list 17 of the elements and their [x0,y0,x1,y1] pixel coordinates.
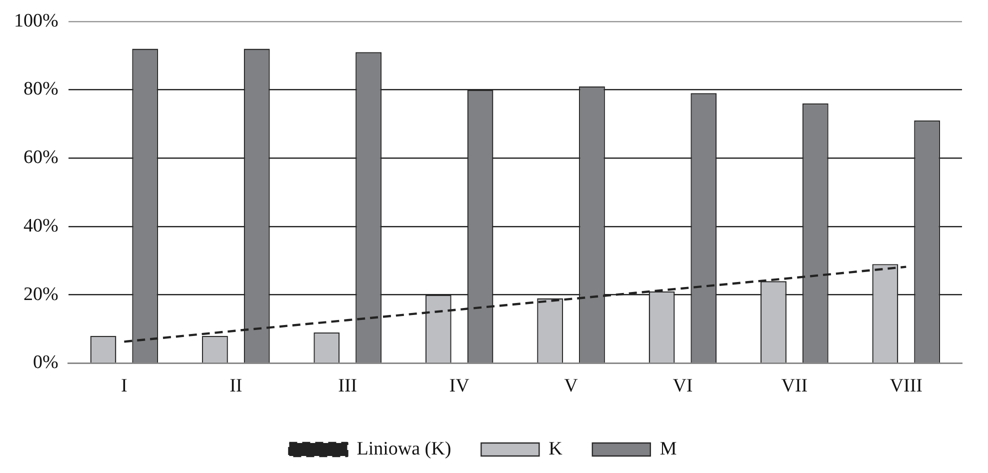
y-tick-label: 40% [24,215,58,236]
x-tick-label: VIII [890,376,922,397]
y-tick-label: 80% [24,78,58,100]
x-tick-label: II [230,376,242,397]
y-tick-label: 100% [14,10,58,32]
legend-label: K [548,438,563,460]
x-tick-label: III [338,376,358,397]
y-tick-label: 20% [24,284,58,305]
y-tick-label: 0% [33,352,58,374]
x-tick-label: VII [781,376,808,397]
legend-label: Liniowa (K) [356,438,452,460]
legend-label: M [660,438,677,460]
y-tick-label: 60% [24,147,58,168]
x-tick-label: VI [672,376,693,397]
x-tick-label: IV [449,376,470,397]
x-tick-label: I [121,376,128,397]
x-tick-label: V [564,376,578,397]
